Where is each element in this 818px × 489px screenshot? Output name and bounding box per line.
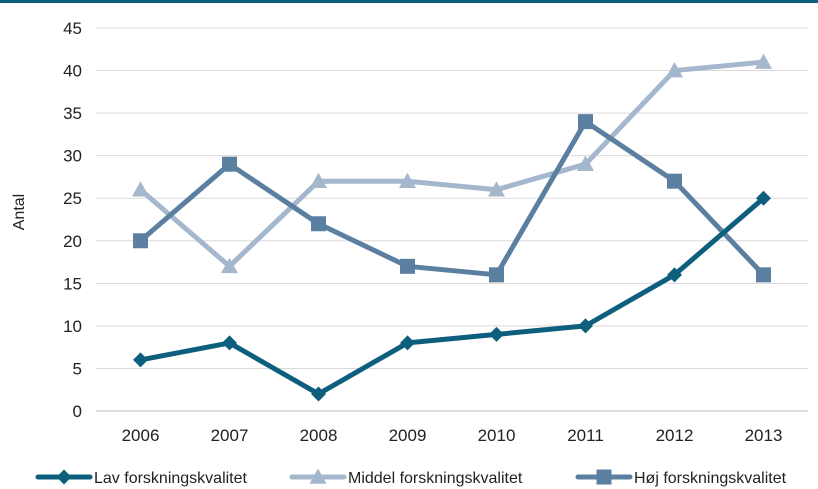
y-tick-label: 35 — [63, 104, 82, 123]
data-point — [310, 172, 327, 188]
x-tick-label: 2012 — [656, 426, 694, 445]
legend-item: Høj forskningskvalitet — [575, 469, 787, 487]
series-line — [138, 195, 766, 397]
data-point — [577, 155, 594, 171]
series-line — [138, 59, 766, 269]
x-tick-label: 2006 — [122, 426, 160, 445]
y-tick-label: 30 — [63, 147, 82, 166]
legend-label: Høj forskningskvalitet — [634, 470, 787, 487]
x-tick-label: 2010 — [478, 426, 516, 445]
data-point — [578, 114, 593, 130]
x-axis-ticks: 2006 2007 2008 2009 2010 2011 2012 2013 — [122, 426, 783, 445]
data-point — [311, 216, 326, 232]
legend-item: Middel forskningskvalitet — [289, 468, 523, 487]
data-point — [489, 267, 504, 283]
data-point — [666, 62, 683, 78]
top-rule — [0, 0, 818, 3]
legend-item: Lav forskningskvalitet — [35, 469, 248, 487]
y-tick-label: 0 — [73, 402, 82, 421]
data-point — [221, 257, 238, 274]
legend-marker — [309, 468, 327, 484]
data-point — [400, 258, 415, 274]
data-point — [755, 53, 772, 69]
data-point — [132, 181, 149, 197]
data-point — [399, 172, 416, 188]
data-point — [578, 318, 593, 334]
legend: Lav forskningskvalitet Middel forskningsk… — [35, 468, 787, 487]
data-point — [222, 156, 237, 172]
data-point — [400, 335, 415, 351]
data-point — [133, 352, 148, 368]
data-point — [488, 181, 505, 197]
y-tick-label: 20 — [63, 232, 82, 251]
data-point — [667, 173, 682, 189]
y-tick-label: 10 — [63, 317, 82, 336]
series-diamond — [133, 190, 771, 402]
data-point — [756, 267, 771, 283]
data-point — [311, 386, 326, 402]
data-point — [756, 190, 771, 206]
y-tick-label: 45 — [63, 19, 82, 38]
y-tick-label: 25 — [63, 189, 82, 208]
y-tick-label: 15 — [63, 274, 82, 293]
y-axis-title: Antal — [11, 194, 28, 230]
legend-label: Lav forskningskvalitet — [94, 470, 248, 487]
y-tick-label: 40 — [63, 62, 82, 81]
x-tick-label: 2007 — [211, 426, 249, 445]
series-lines — [132, 53, 772, 402]
series-square — [133, 114, 771, 283]
series-line — [138, 119, 766, 278]
gridlines — [96, 27, 808, 412]
data-point — [489, 326, 504, 342]
series-triangle — [132, 53, 772, 274]
data-point — [222, 335, 237, 351]
legend-marker — [596, 469, 612, 485]
data-point — [133, 233, 148, 249]
x-tick-label: 2011 — [567, 426, 604, 445]
x-tick-label: 2008 — [300, 426, 338, 445]
legend-marker — [56, 469, 72, 485]
data-point — [667, 267, 682, 283]
y-axis-ticks: 0 5 10 15 20 25 30 35 40 45 — [63, 19, 82, 421]
x-tick-label: 2013 — [745, 426, 783, 445]
legend-label: Middel forskningskvalitet — [348, 470, 523, 487]
y-tick-label: 5 — [73, 359, 82, 378]
x-tick-label: 2009 — [389, 426, 427, 445]
